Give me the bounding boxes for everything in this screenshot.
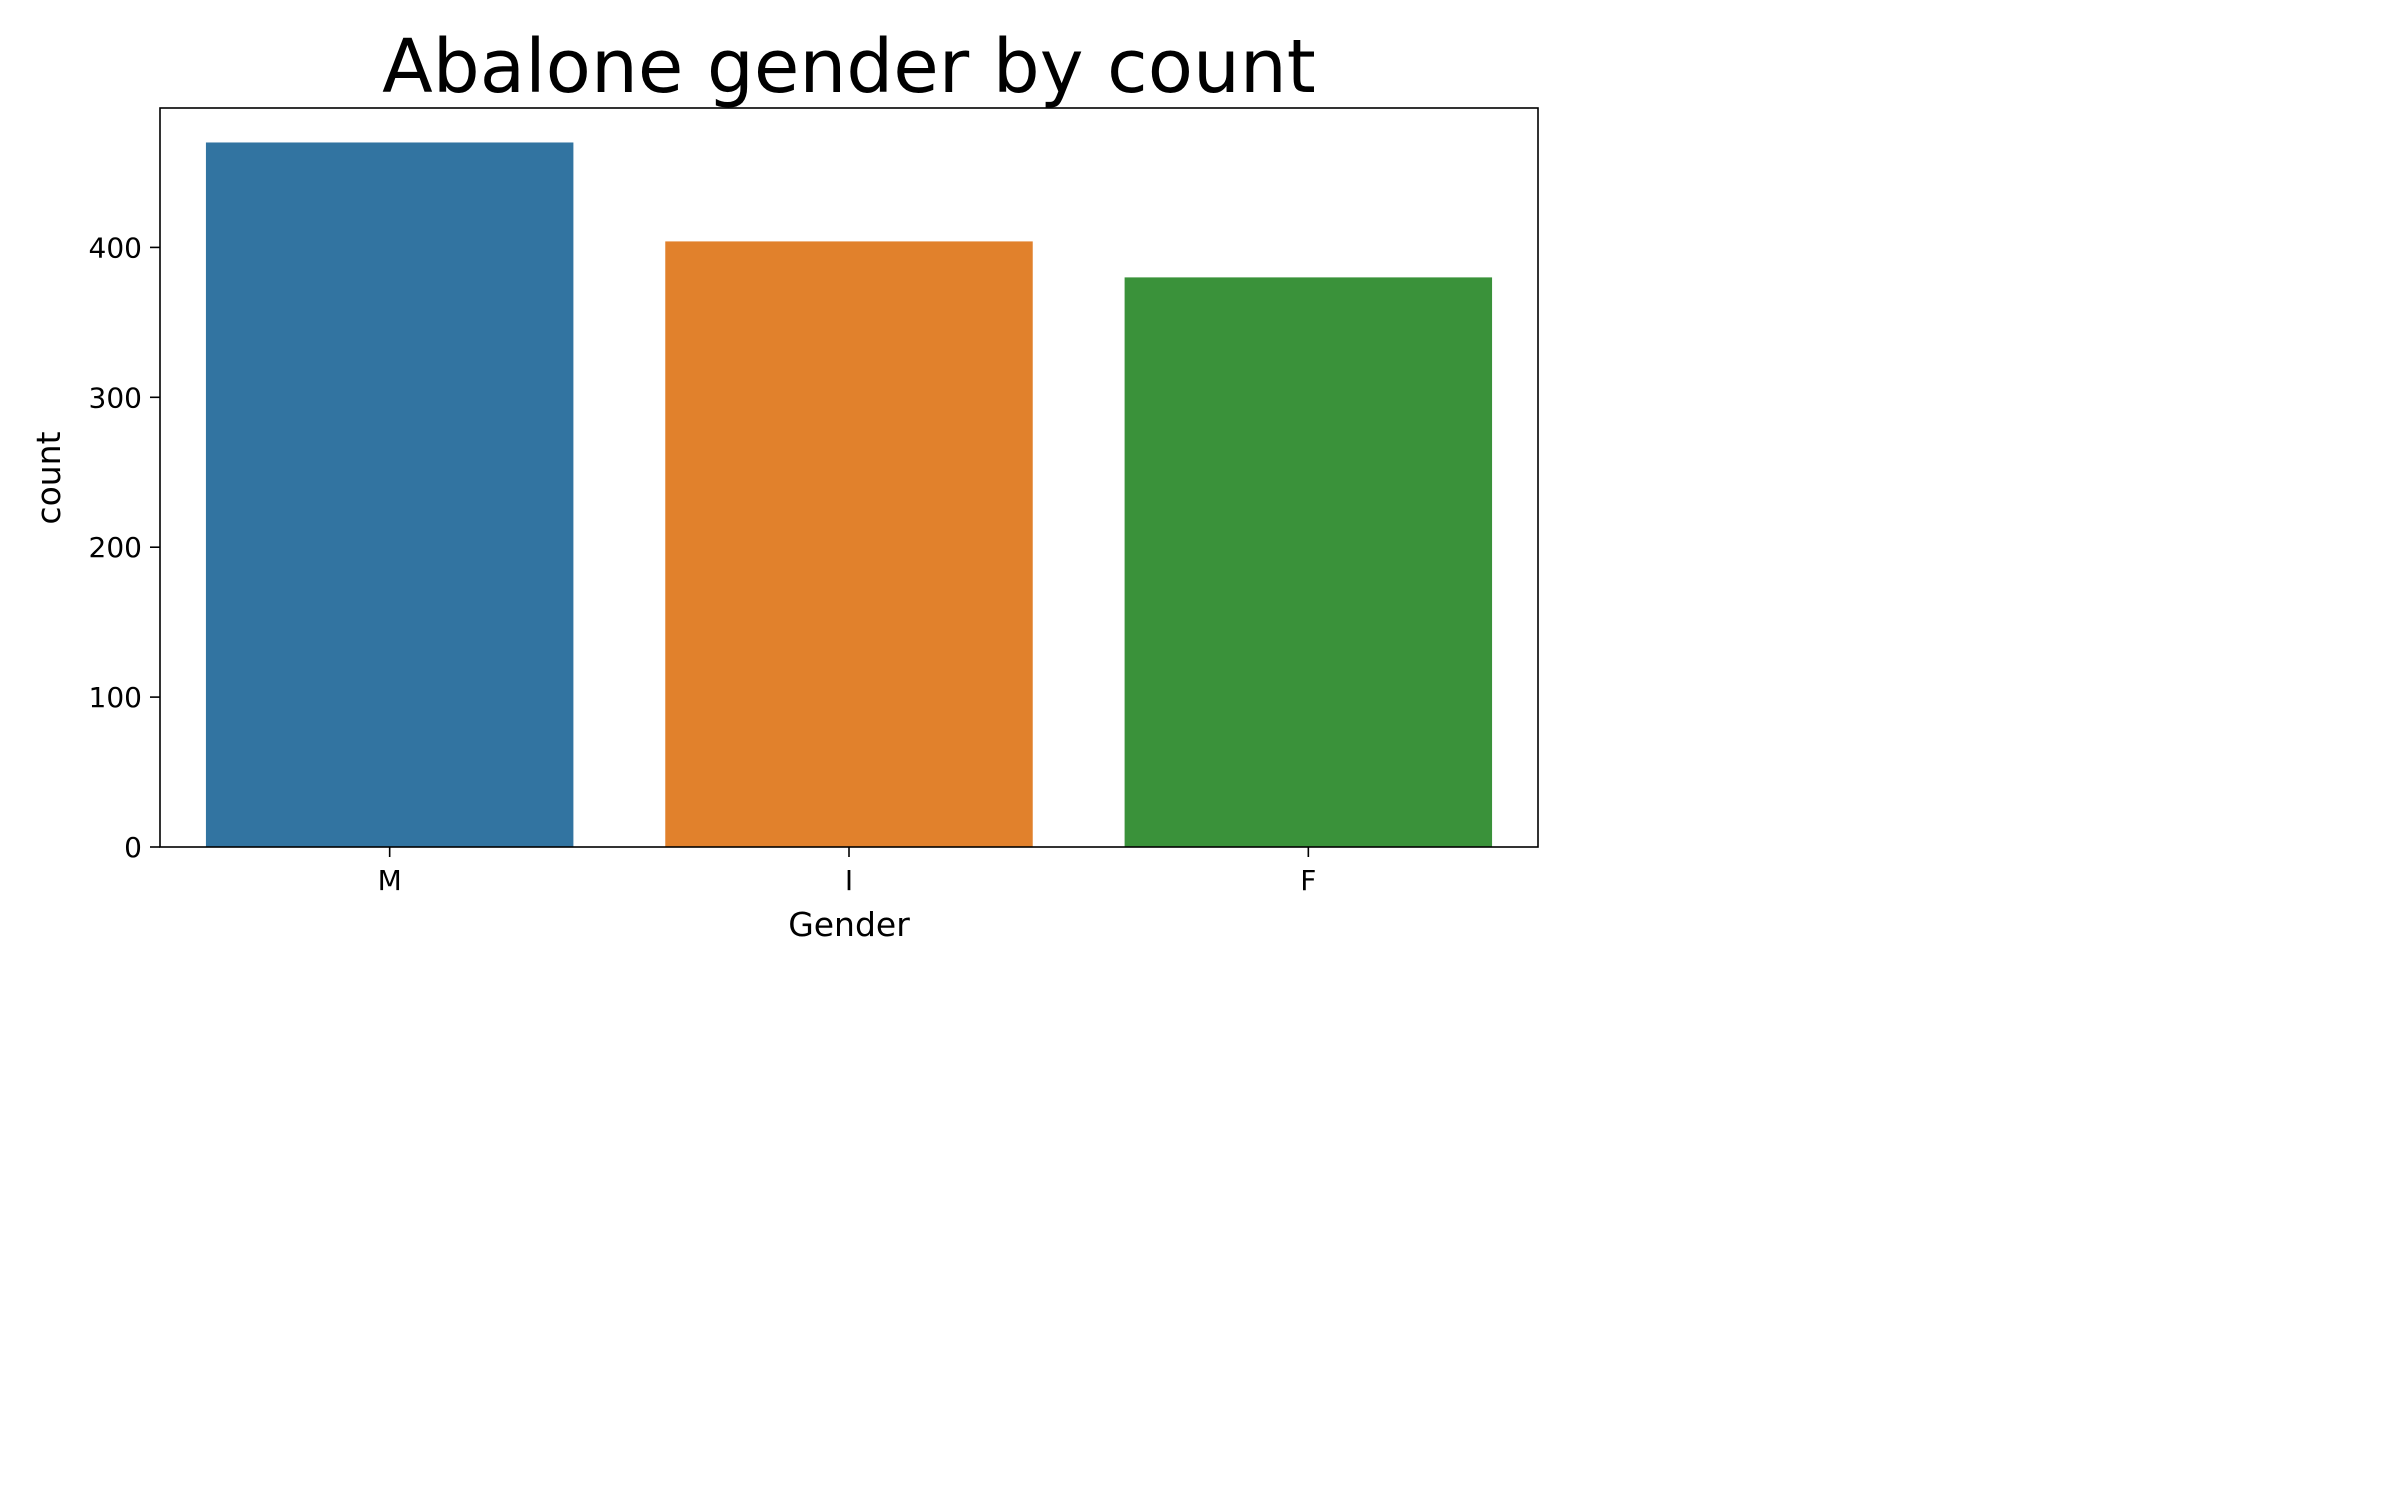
chart-title: Abalone gender by count — [382, 24, 1316, 110]
y-tick-label: 100 — [89, 681, 142, 714]
y-axis-label: count — [29, 431, 68, 524]
y-tick-label: 0 — [124, 831, 142, 864]
bars-layer — [205, 142, 1493, 848]
bar-F — [1124, 277, 1493, 848]
y-tick-label: 400 — [89, 231, 142, 264]
y-axis: 0 100 200 300 400 — [89, 231, 160, 864]
chart-container: Abalone gender by count 0 100 200 300 400 M I… — [0, 0, 1568, 980]
x-tick-label: F — [1300, 864, 1316, 897]
bar-I — [665, 241, 1033, 847]
x-tick-label: M — [378, 864, 402, 897]
x-tick-label: I — [845, 864, 853, 897]
y-tick-label: 200 — [89, 531, 142, 564]
x-axis-label: Gender — [788, 905, 910, 944]
y-tick-label: 300 — [89, 381, 142, 414]
bar-M — [205, 142, 574, 847]
bar-chart: Abalone gender by count 0 100 200 300 400 M I… — [29, 24, 1539, 944]
